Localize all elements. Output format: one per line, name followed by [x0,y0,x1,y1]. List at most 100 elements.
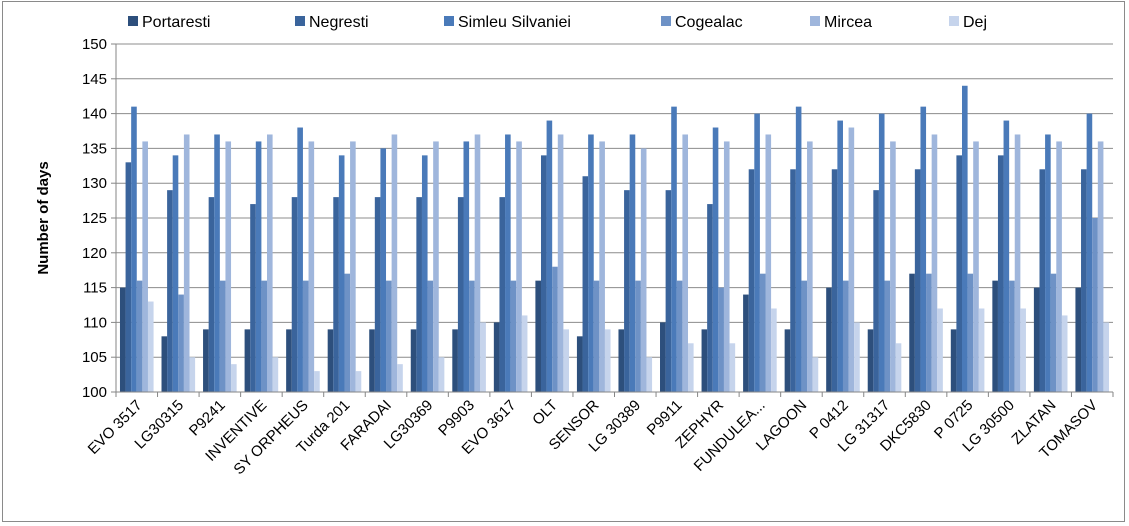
y-tick-label: 140 [82,106,107,123]
bar-dej [895,343,902,392]
bar-portaresti [161,336,168,392]
bar-cogealac [136,280,143,392]
bar-chart: 100 105 110 115 120 125 130 135 140 145 150 EVO 35… [35,14,1114,478]
bar-mircea [391,134,398,393]
bar-portaresti [244,329,251,392]
bar-simleu-silvaniei [421,155,428,392]
y-tick-label: 120 [82,245,107,262]
legend-swatch [295,16,305,26]
legend-item: Mircea [810,14,872,31]
x-category-label: OLT [529,397,561,429]
bar-portaresti [743,294,749,392]
y-tick-label: 130 [82,175,107,192]
bar-negresti [333,197,339,392]
bar-mircea [183,134,190,393]
bar-negresti [250,204,256,392]
bar-simleu-silvaniei [920,106,927,392]
legend-label: Mircea [824,14,872,31]
legend-label: Portaresti [142,14,210,31]
bar-mircea [1097,141,1104,392]
bar-simleu-silvaniei [754,113,760,392]
bar-negresti [873,190,879,392]
bar-simleu-silvaniei [588,134,594,393]
bar-cogealac [219,280,226,392]
bar-negresti [540,155,547,392]
bar-negresti [997,155,1004,392]
bar-dej [1103,322,1110,392]
bar-cogealac [884,280,891,392]
bar-portaresti [410,329,417,392]
bar-simleu-silvaniei [1003,120,1010,392]
bar-negresti [582,176,589,392]
bar-portaresti [493,322,500,392]
bar-dej [314,371,320,392]
bar-cogealac [926,273,932,392]
bar-dej [147,301,154,392]
legend-swatch [949,16,959,26]
bar-simleu-silvaniei [463,141,470,392]
y-axis-title: Number of days [35,161,52,274]
bar-mircea [848,127,855,393]
legend-label: Negresti [309,14,369,31]
bar-mircea [225,141,232,392]
bar-mircea [557,134,564,393]
bar-portaresti [867,329,874,392]
bar-negresti [1081,169,1087,392]
y-tick-label: 115 [83,280,107,297]
bar-negresti [707,204,713,392]
bar-dej [646,357,653,392]
bar-dej [563,329,569,392]
bar-negresti [499,197,506,392]
bar-dej [854,322,860,392]
x-category-label: EVO 3517 [85,397,146,458]
bar-cogealac [635,280,641,392]
bar-portaresti [1033,287,1040,392]
bar-cogealac [967,273,974,392]
legend: Portaresti Negresti Simleu Silvaniei Cogeal… [128,14,987,31]
bar-mircea [973,141,979,392]
legend-label: Cogealac [675,14,743,31]
bar-negresti [624,190,630,392]
bar-dej [729,343,736,392]
bar-mircea [640,148,647,392]
bar-cogealac [386,280,392,392]
axes [111,43,1114,397]
bar-simleu-silvaniei [380,148,387,392]
bar-portaresti [286,329,292,392]
bar-negresti [125,162,132,392]
legend-item: Cogealac [661,14,743,31]
bar-mircea [308,141,315,392]
bar-portaresti [452,329,458,392]
bar-dej [231,364,237,392]
bar-dej [480,322,486,392]
bar-mircea [433,141,439,392]
bar-cogealac [1009,280,1015,392]
bar-cogealac [302,280,309,392]
bar-mircea [723,141,730,392]
bar-negresti [831,169,838,392]
bar-simleu-silvaniei [1086,113,1093,392]
bar-dej [1020,308,1026,392]
bar-portaresti [119,287,126,392]
legend-swatch [444,16,454,26]
bar-cogealac [801,280,808,392]
bar-portaresti [535,280,541,392]
bar-mircea [765,134,772,393]
bar-cogealac [842,280,849,392]
legend-item: Dej [949,14,987,31]
bar-simleu-silvaniei [214,134,220,393]
bar-dej [438,357,445,392]
legend-item: Simleu Silvaniei [444,14,571,31]
bar-dej [272,357,279,392]
bar-simleu-silvaniei [795,106,802,392]
bar-dej [397,364,403,392]
bar-portaresti [369,329,375,392]
legend-label: Dej [963,14,987,31]
bar-simleu-silvaniei [546,120,553,392]
bar-cogealac [718,287,724,392]
legend-item: Negresti [295,14,369,31]
bar-simleu-silvaniei [255,141,262,392]
bar-simleu-silvaniei [1045,134,1051,393]
bar-dej [771,308,777,392]
bar-portaresti [826,287,832,392]
